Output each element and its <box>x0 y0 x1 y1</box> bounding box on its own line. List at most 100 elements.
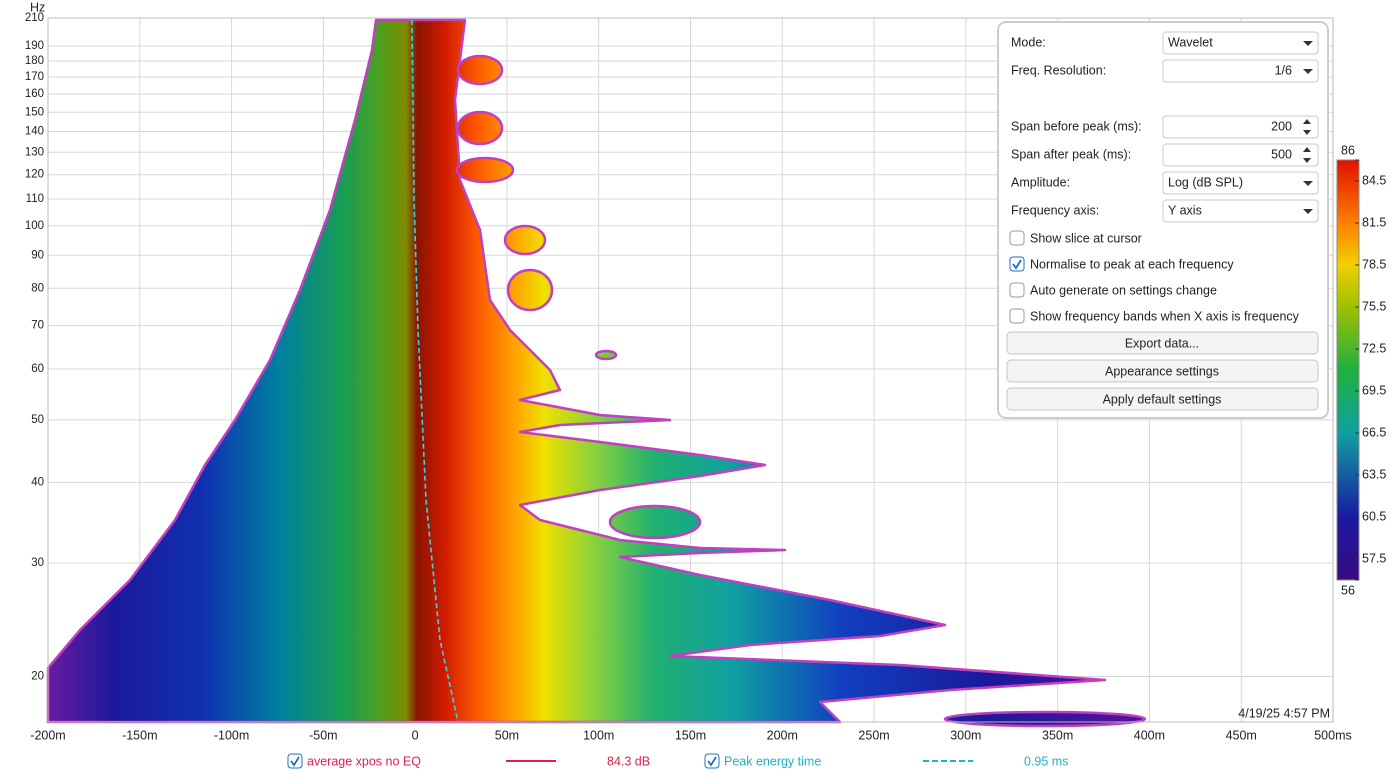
y-tick-label: 90 <box>31 249 44 261</box>
spectrogram <box>46 18 1147 728</box>
y-tick-label: 40 <box>31 476 44 488</box>
checkbox[interactable] <box>1009 282 1025 298</box>
legend-readout: 0.95 ms <box>1024 754 1068 768</box>
setting-label: Span after peak (ms): <box>1011 147 1131 161</box>
dropdown[interactable] <box>1162 199 1319 223</box>
y-tick-label: 110 <box>26 193 44 205</box>
setting-label: Amplitude: <box>1011 175 1070 189</box>
setting-label: Frequency axis: <box>1011 203 1099 217</box>
color-tick-label: 72.5 <box>1362 341 1386 355</box>
x-tick-label: 300m <box>950 728 981 742</box>
x-tick-label: 200m <box>767 728 798 742</box>
color-tick-label: 84.5 <box>1362 173 1386 187</box>
y-tick-label: 70 <box>31 320 44 332</box>
spin-arrows <box>1303 147 1311 163</box>
button[interactable] <box>1006 387 1319 411</box>
x-tick-label: 250m <box>858 728 889 742</box>
dropdown-arrow <box>1303 69 1313 74</box>
y-tick-label: 180 <box>25 55 44 67</box>
setting-value: Wavelet <box>1168 35 1213 49</box>
color-bar-ticks: 56 57.5 60.5 63.5 66.5 69.5 72.5 75.5 78.5 81.5 84… <box>1341 143 1386 597</box>
y-tick-label: 120 <box>25 169 44 181</box>
spin-arrows <box>1303 119 1311 135</box>
y-tick-label: 210 <box>25 12 44 24</box>
spectrogram-body <box>46 18 1107 724</box>
lobe <box>506 268 554 312</box>
timestamp: 4/19/25 4:57 PM <box>1238 706 1330 720</box>
color-tick-label: 57.5 <box>1362 551 1386 565</box>
checkbox[interactable] <box>1009 230 1025 246</box>
dropdown-arrow <box>1303 41 1313 46</box>
y-tick-label: 140 <box>25 126 44 138</box>
x-tick-label: 50m <box>495 728 519 742</box>
color-tick-label: 63.5 <box>1362 467 1386 481</box>
checkmark <box>290 756 300 767</box>
x-tick-label: 0 <box>412 728 419 742</box>
x-tick-label: -150m <box>122 728 157 742</box>
setting-label: Span before peak (ms): <box>1011 119 1142 133</box>
x-tick-label: -50m <box>309 728 337 742</box>
settings-controls: Mode: Wavelet Freq. Resolution: 1/6 Span bef… <box>1006 31 1319 411</box>
x-tick-label: 400m <box>1134 728 1165 742</box>
dropdown[interactable] <box>1162 59 1319 83</box>
color-bar <box>1336 159 1360 581</box>
setting-label: Mode: <box>1011 35 1046 49</box>
checkbox-label: Show frequency bands when X axis is freq… <box>1030 309 1300 323</box>
dropdown[interactable] <box>1162 171 1319 195</box>
y-tick-label: 170 <box>25 71 44 83</box>
y-tick-label: 80 <box>31 282 44 294</box>
legend-readout: 84.3 dB <box>607 754 650 768</box>
button[interactable] <box>1006 331 1319 355</box>
checkbox[interactable] <box>1009 308 1025 324</box>
spinner[interactable] <box>1162 115 1319 139</box>
checkbox[interactable] <box>287 753 303 769</box>
setting-value: 200 <box>1271 119 1292 133</box>
y-axis-label: Hz <box>30 0 45 14</box>
setting-value: Y axis <box>1168 203 1202 217</box>
button[interactable] <box>1006 359 1319 383</box>
dropdown-arrow <box>1303 181 1313 186</box>
x-tick-label: 450m <box>1226 728 1257 742</box>
color-tick-label: 60.5 <box>1362 509 1386 523</box>
dropdown[interactable] <box>1162 31 1319 55</box>
x-tick-label: -200m <box>30 728 65 742</box>
checkmark <box>707 756 717 767</box>
axes: -200m -150m -100m -50m 0 50m 100m 150m 200m 250m 3… <box>25 12 1352 742</box>
color-tick-label: 78.5 <box>1362 257 1386 271</box>
setting-label: Freq. Resolution: <box>1011 63 1106 77</box>
lobe <box>608 504 702 540</box>
color-tick-label: 81.5 <box>1362 215 1386 229</box>
setting-value: 500 <box>1271 147 1292 161</box>
y-tick-label: 100 <box>25 220 44 232</box>
peak-energy-curve <box>411 19 459 723</box>
button-label: Apply default settings <box>1103 392 1222 406</box>
x-tick-label: 500ms <box>1314 728 1352 742</box>
y-tick-label: 150 <box>25 106 44 118</box>
lobe <box>456 110 504 146</box>
color-tick-label: 75.5 <box>1362 299 1386 313</box>
y-tick-label: 50 <box>31 414 44 426</box>
legend-label: Peak energy time <box>724 754 821 768</box>
spinner[interactable] <box>1162 143 1319 167</box>
lobe <box>455 156 515 184</box>
y-tick-label: 60 <box>31 363 44 375</box>
y-tick-label: 20 <box>31 671 44 683</box>
color-tick-label: 66.5 <box>1362 425 1386 439</box>
x-tick-label: -100m <box>214 728 249 742</box>
checkmark <box>1012 259 1022 270</box>
lobe <box>594 349 618 361</box>
checkbox[interactable] <box>1009 256 1025 272</box>
setting-value: Log (dB SPL) <box>1168 175 1243 189</box>
button-label: Appearance settings <box>1105 364 1219 378</box>
dropdown-arrow <box>1303 209 1313 214</box>
setting-value: 1/6 <box>1275 63 1292 77</box>
y-tick-label: 160 <box>25 88 44 100</box>
x-tick-label: 350m <box>1042 728 1073 742</box>
plot-frame <box>47 17 1334 723</box>
legend-label: average xpos no EQ <box>307 754 421 768</box>
lobe <box>456 54 504 86</box>
lobe <box>503 224 547 256</box>
checkbox-label: Show slice at cursor <box>1030 231 1142 245</box>
checkbox[interactable] <box>704 753 720 769</box>
